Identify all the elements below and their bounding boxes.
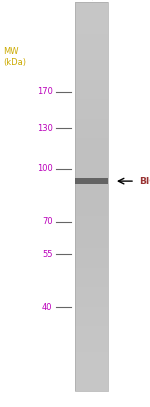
Bar [75,86,108,93]
Bar [75,80,108,86]
Bar [75,358,108,365]
Text: 170: 170 [37,87,52,96]
Bar [75,112,108,119]
Bar [75,242,108,248]
Bar [75,209,108,216]
Bar [75,352,108,358]
Bar [75,41,108,47]
Bar [75,22,108,28]
Bar [75,93,108,99]
Bar [75,339,108,346]
Bar [75,28,108,35]
Bar [75,67,108,73]
Bar [75,248,108,255]
Bar [75,144,108,151]
Text: 55: 55 [42,250,52,259]
Bar [75,203,108,209]
Bar [75,138,108,144]
Bar [75,319,108,326]
Bar [75,131,108,138]
Bar [75,106,108,112]
Bar [75,378,108,384]
Bar [75,151,108,158]
Text: 100: 100 [37,164,52,173]
Bar [75,15,108,22]
Bar [75,371,108,378]
Bar [75,178,108,184]
Bar [75,268,108,274]
Bar [75,384,108,391]
Text: Mouse lung: Mouse lung [88,0,131,2]
Bar [75,177,108,184]
Bar [75,125,108,131]
Bar [75,197,108,203]
Bar [75,261,108,268]
Bar [75,313,108,319]
Bar [75,306,108,313]
Bar [75,255,108,261]
Bar [75,293,108,300]
Bar [75,280,108,287]
Text: 70: 70 [42,217,52,226]
Bar [75,158,108,164]
Bar [75,2,108,391]
Bar [75,190,108,197]
Bar [75,229,108,235]
Bar [75,216,108,222]
Bar [75,60,108,67]
Text: BICD2: BICD2 [140,177,150,186]
Bar [75,365,108,371]
Bar [75,184,108,190]
Bar [75,35,108,41]
Bar [75,2,108,9]
Bar [75,300,108,306]
Bar [75,235,108,242]
Bar [75,171,108,177]
Text: MW
(kDa): MW (kDa) [3,47,26,67]
Bar [75,99,108,106]
Text: 40: 40 [42,303,52,312]
Bar [75,222,108,229]
Bar [75,274,108,280]
Bar [75,54,108,60]
Bar [75,326,108,333]
Text: 130: 130 [37,124,52,133]
Bar [75,47,108,54]
Bar [75,9,108,15]
Bar [75,346,108,352]
Bar [75,287,108,293]
Bar [75,333,108,339]
Bar [75,164,108,171]
Bar [75,73,108,80]
Bar [75,119,108,125]
